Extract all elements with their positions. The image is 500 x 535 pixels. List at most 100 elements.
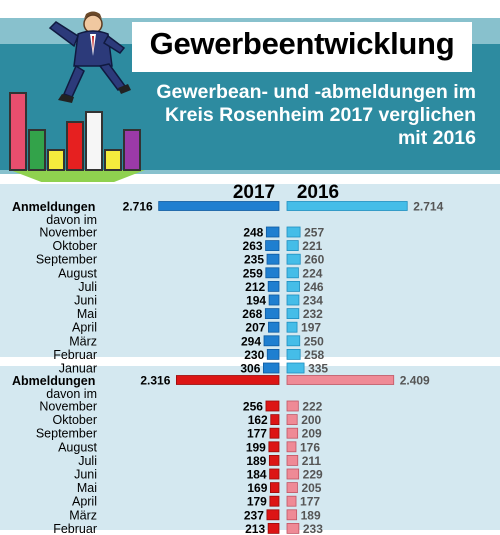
bar-2017 <box>265 267 280 279</box>
value-label-2017: 306 <box>240 362 260 376</box>
bar-2017 <box>265 226 280 238</box>
value-label-2016: 260 <box>304 253 324 267</box>
subtitle-line: mit 2016 <box>397 127 476 149</box>
bar-total-2017 <box>176 375 280 385</box>
bar-2017 <box>269 482 280 494</box>
value-label-2016: 232 <box>303 307 323 321</box>
value-label-2017: 230 <box>244 348 264 362</box>
bar-2016 <box>286 348 301 360</box>
month-label: Februar <box>53 348 97 362</box>
year-label-2017: 2017 <box>233 182 275 203</box>
value-label-2017: 212 <box>245 280 265 294</box>
decorative-bars-icon <box>9 92 141 171</box>
value-label-2016: 177 <box>300 495 320 509</box>
value-label-2017: 199 <box>246 440 266 454</box>
value-label-2016: 197 <box>301 321 321 335</box>
value-label-2016: 234 <box>303 294 323 308</box>
month-label: September <box>36 427 97 441</box>
month-label: April <box>72 495 97 509</box>
value-label-2017: 237 <box>244 508 264 522</box>
month-label: März <box>69 508 97 522</box>
value-label-2016: 335 <box>308 362 328 376</box>
subtitle-line: Gewerbean- und -abmeldungen im <box>156 81 476 103</box>
sub-label: davon im <box>46 213 97 227</box>
bar-2016 <box>286 321 298 333</box>
value-label-2017: 235 <box>244 253 264 267</box>
month-label: Januar <box>59 362 97 376</box>
bar-2016 <box>286 495 297 507</box>
value-label-2016: 257 <box>304 226 324 240</box>
value-label-2017: 162 <box>248 413 268 427</box>
bar-total-2016 <box>286 201 408 211</box>
value-label-total-2017: 2.716 <box>123 200 153 214</box>
value-label-2017: 179 <box>247 495 267 509</box>
value-label-2017: 263 <box>243 239 263 253</box>
bar-2016 <box>286 523 300 534</box>
bar-2017 <box>268 294 280 306</box>
bar-2017 <box>268 321 280 333</box>
month-label: November <box>39 226 97 240</box>
value-label-total-2016: 2.714 <box>413 200 443 214</box>
value-label-2016: 224 <box>302 266 322 280</box>
chart-panel <box>0 366 500 530</box>
value-label-2016: 176 <box>300 440 320 454</box>
title-box <box>132 22 472 72</box>
month-label: August <box>58 266 97 280</box>
bar-2017 <box>268 441 280 453</box>
month-label: Juli <box>78 454 97 468</box>
bar-2017 <box>265 240 280 252</box>
month-label: Oktober <box>53 413 97 427</box>
value-label-2017: 256 <box>243 400 263 414</box>
bar-2017 <box>264 308 280 320</box>
value-label-2016: 222 <box>302 400 322 414</box>
sub-label: davon im <box>46 387 97 401</box>
month-label: Juli <box>78 280 97 294</box>
value-label-2017: 259 <box>243 266 263 280</box>
chart-panel <box>0 184 500 357</box>
value-label-2016: 205 <box>301 481 321 495</box>
month-label: Oktober <box>53 239 97 253</box>
month-label: Mai <box>77 307 97 321</box>
value-label-2016: 209 <box>302 427 322 441</box>
value-label-2017: 268 <box>242 307 262 321</box>
bar-2016 <box>286 414 298 426</box>
month-label: Juni <box>74 294 97 308</box>
bar-2017 <box>268 454 280 466</box>
bar-2017 <box>267 280 280 292</box>
value-label-2016: 258 <box>304 348 324 362</box>
year-label-2016: 2016 <box>297 182 339 203</box>
value-label-total-2016: 2.409 <box>400 374 430 388</box>
value-label-2016: 246 <box>304 280 324 294</box>
bar-2016 <box>286 240 299 252</box>
value-label-2016: 233 <box>303 522 323 535</box>
bar-2017 <box>267 523 280 534</box>
bar-2017 <box>269 495 280 507</box>
month-label: September <box>36 253 97 267</box>
bar-2017 <box>270 414 280 426</box>
bar-2016 <box>286 454 299 466</box>
banner-bottom-line <box>0 170 500 174</box>
green-arrow <box>10 170 145 182</box>
value-label-2017: 248 <box>243 226 263 240</box>
value-label-2016: 189 <box>301 508 321 522</box>
bar-2016 <box>286 253 301 265</box>
bar-2016 <box>286 400 299 412</box>
bar-2016 <box>286 427 299 439</box>
value-label-2017: 213 <box>245 522 265 535</box>
value-label-2016: 250 <box>304 334 324 348</box>
value-label-2017: 294 <box>241 334 261 348</box>
value-label-2017: 177 <box>247 427 267 441</box>
bar-2016 <box>286 509 298 521</box>
bar-total-2016 <box>286 375 395 385</box>
value-label-2017: 189 <box>246 454 266 468</box>
value-label-2017: 169 <box>247 481 267 495</box>
month-label: Februar <box>53 522 97 535</box>
bar-2016 <box>286 441 297 453</box>
bar-2017 <box>262 362 280 374</box>
month-label: August <box>58 440 97 454</box>
bar-total-2017 <box>158 201 280 211</box>
month-label: März <box>69 334 97 348</box>
bar-2016 <box>286 308 300 320</box>
